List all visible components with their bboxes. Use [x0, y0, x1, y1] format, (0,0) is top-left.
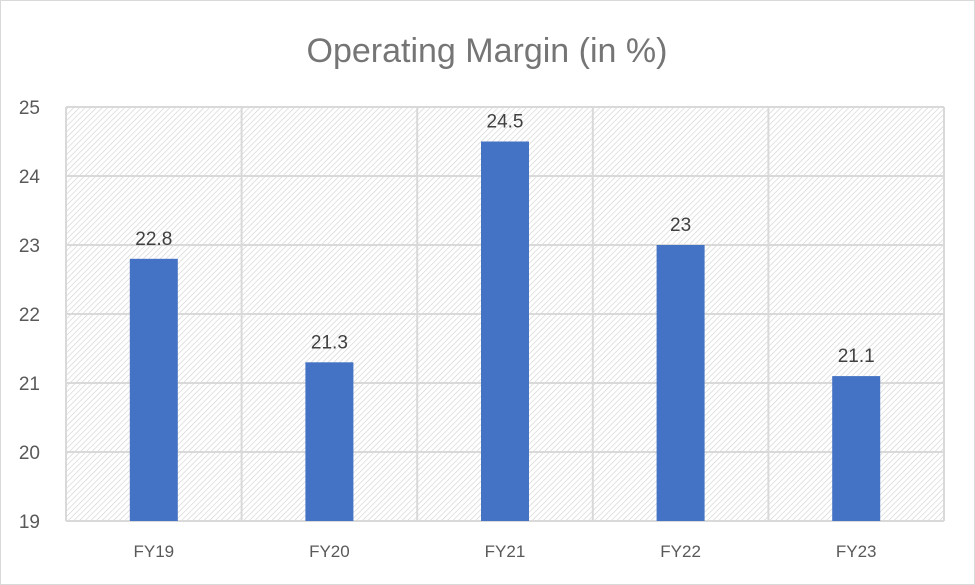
- y-tick-label: 24: [19, 167, 41, 188]
- y-tick-label: 21: [19, 374, 40, 395]
- data-label: 23: [670, 215, 691, 236]
- y-tick-label: 19: [19, 512, 40, 533]
- data-label: 21.3: [311, 332, 348, 353]
- bar-fy19: [129, 258, 178, 521]
- bar-fy20: [305, 362, 354, 521]
- x-tick-label: FY23: [836, 542, 877, 561]
- y-tick-label: 20: [19, 443, 40, 464]
- y-tick-label: 25: [19, 98, 40, 119]
- data-label: 22.8: [135, 229, 172, 250]
- data-label: 21.1: [838, 346, 875, 367]
- x-tick-label: FY21: [485, 542, 526, 561]
- bar-fy23: [832, 376, 881, 521]
- y-tick-label: 23: [19, 236, 40, 257]
- x-tick-label: FY22: [660, 542, 701, 561]
- bar-fy21: [481, 141, 529, 521]
- chart-title: Operating Margin (in %): [307, 32, 668, 70]
- x-tick-label: FY20: [309, 542, 350, 561]
- bar-fy22: [656, 245, 705, 521]
- y-tick-label: 22: [19, 305, 40, 326]
- x-tick-label: FY19: [133, 542, 174, 561]
- data-label: 24.5: [487, 112, 524, 133]
